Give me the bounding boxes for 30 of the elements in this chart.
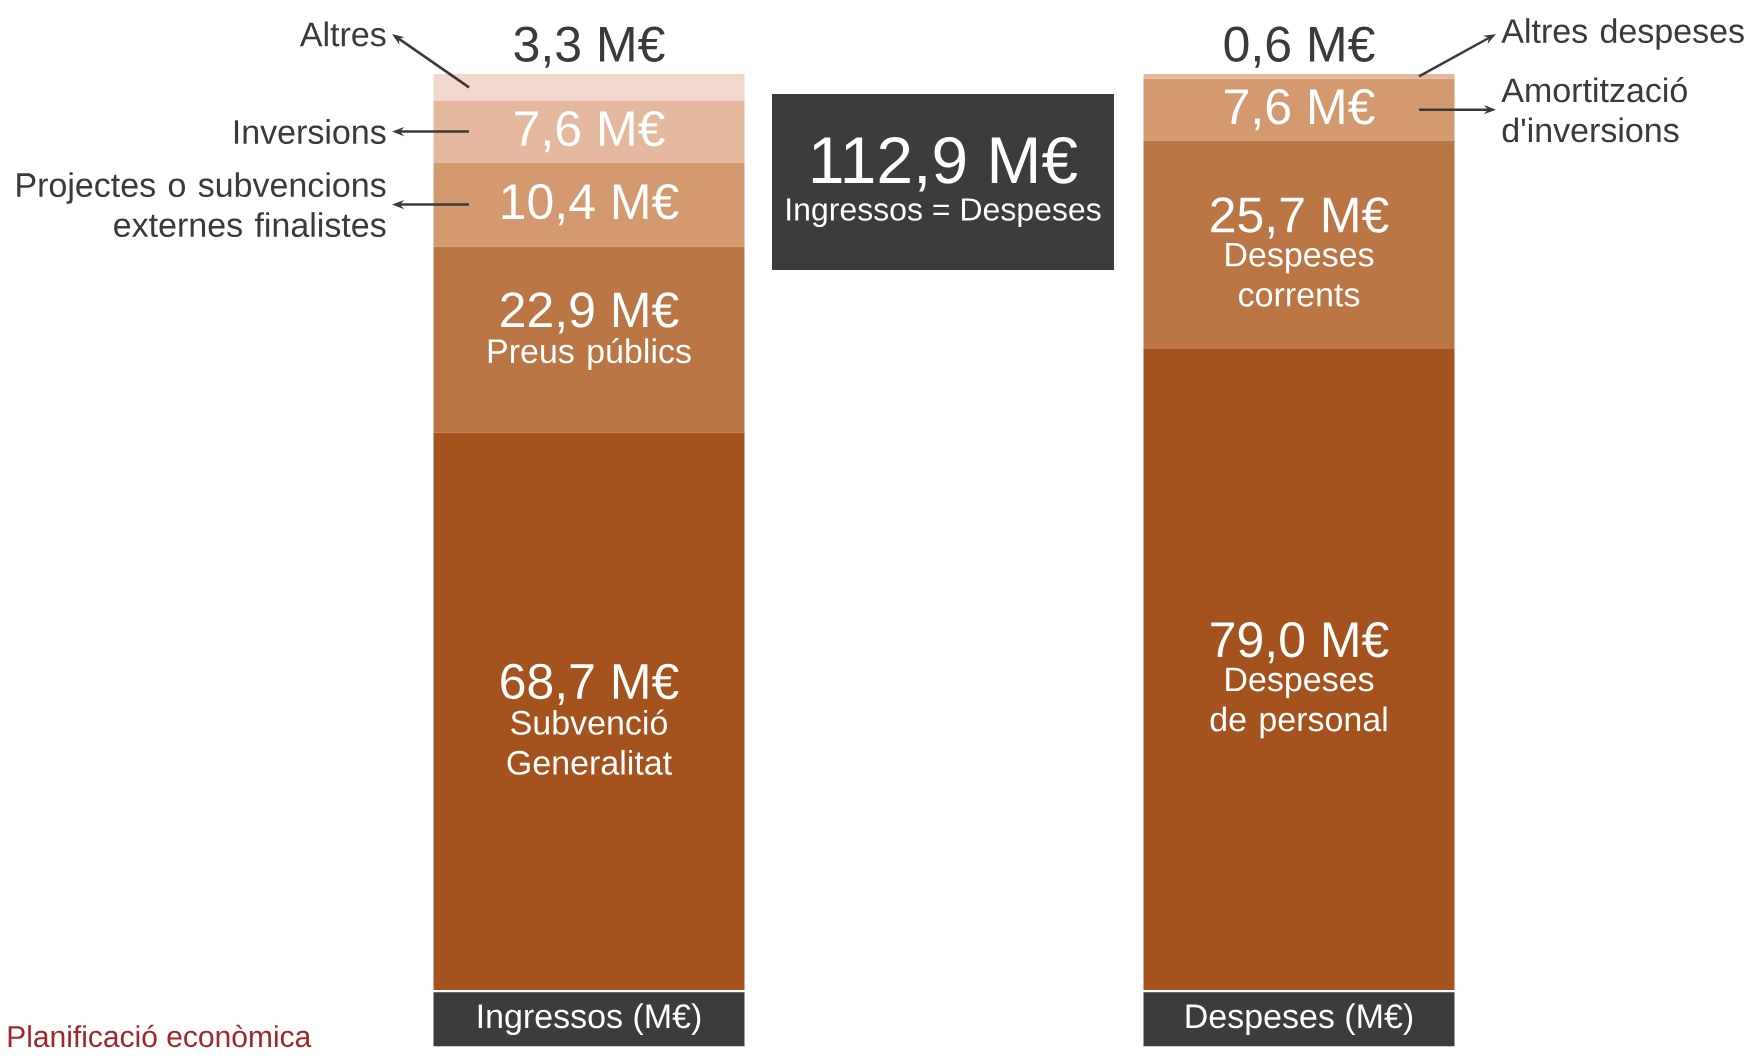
bar	[433, 100, 745, 163]
bar	[1143, 140, 1455, 350]
annotation: Subvenció Generalitat	[507, 709, 672, 775]
data-label: 3,3 M€	[514, 26, 665, 68]
text: Altres	[299, 21, 386, 47]
data-label: 68,7 M€	[501, 663, 679, 706]
data-label: 79,0 M€	[1211, 622, 1389, 664]
data-label: 10,4 M€	[502, 183, 679, 226]
data-label: 0,6 M€	[1224, 26, 1375, 68]
annotation: Projectes o subvencions externes finalistes	[17, 172, 386, 238]
data-label: 7,6 M€	[1225, 89, 1375, 131]
x-tick-label: Ingressos (M€)	[478, 1003, 701, 1036]
data-label: 25,7 M€	[1211, 197, 1389, 239]
text: Altres despeses	[1501, 18, 1744, 50]
annotation: Amortització d'inversions	[1501, 77, 1687, 143]
data-label: 22,9 M€	[501, 292, 679, 334]
x-tick-label: Despeses (M€)	[1186, 1003, 1413, 1036]
bar	[1143, 73, 1455, 79]
annotation: Ingressos = Despeses	[787, 198, 1101, 228]
bar	[433, 73, 745, 101]
annotation: Inversions	[234, 119, 386, 145]
bar	[433, 162, 745, 247]
data-label: 7,6 M€	[515, 110, 665, 153]
annotation: Preus públics	[488, 337, 691, 370]
bar	[1143, 78, 1455, 141]
text: Planificació econòmica	[8, 1024, 312, 1048]
annotation: Despeses corrents	[1226, 242, 1374, 307]
annotation: Despeses de personal	[1210, 667, 1387, 739]
bar	[433, 246, 745, 433]
annotation: 112,9 M€	[812, 136, 1078, 192]
